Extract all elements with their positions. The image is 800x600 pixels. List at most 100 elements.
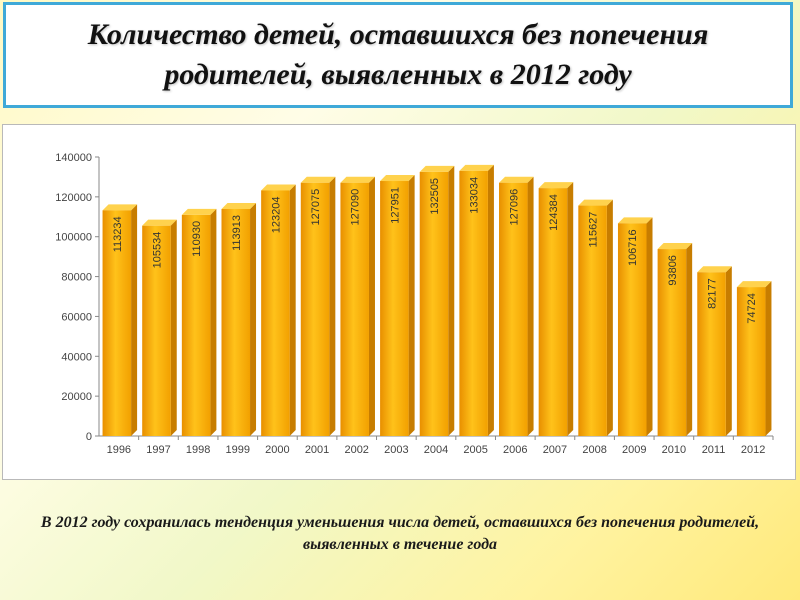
bar-side: [210, 208, 217, 436]
bar: [499, 176, 534, 436]
bar-top: [380, 175, 415, 182]
data-label: 113913: [231, 215, 243, 251]
bar: [538, 182, 574, 436]
bar: [697, 266, 732, 436]
bar-top: [578, 199, 613, 206]
bar-front: [221, 208, 251, 436]
data-label: 115627: [588, 212, 600, 248]
data-label: 123204: [270, 196, 282, 233]
bar-side: [567, 182, 574, 436]
x-tick-label: 2001: [305, 444, 329, 456]
bar: [459, 164, 494, 436]
bar-side: [646, 217, 653, 436]
title-banner: Количество детей, оставшихся без попечен…: [3, 2, 793, 108]
bar-front: [657, 249, 687, 436]
data-label: 124384: [548, 194, 560, 231]
data-label: 110930: [191, 221, 203, 257]
data-label: 133034: [469, 177, 481, 214]
data-label: 127075: [310, 189, 322, 226]
chart-axes: 0 20000 40000 60000 80000 100000 120000 140000 1…: [55, 152, 774, 456]
bar-front: [697, 272, 726, 436]
bar-side: [606, 199, 613, 436]
bar: [142, 219, 177, 436]
data-label: 106716: [627, 229, 639, 266]
data-label: 132505: [429, 178, 441, 215]
bar-front: [261, 190, 290, 436]
bar-front: [617, 223, 647, 436]
chart-labels: 113234 105534 110930 113913 123204 127075 1270…: [112, 177, 758, 324]
bar-side: [408, 175, 415, 436]
bar-front: [380, 181, 409, 436]
bar-top: [340, 176, 375, 183]
bar-top: [181, 208, 217, 215]
bar-side: [289, 184, 296, 436]
x-tick-label: 2010: [662, 444, 686, 456]
y-tick-label: 120000: [55, 192, 92, 204]
bar-top: [419, 165, 455, 172]
bar-top: [300, 176, 336, 183]
bar-front: [102, 210, 132, 436]
bar-top: [697, 266, 732, 273]
data-label: 127090: [350, 189, 362, 226]
bar-top: [538, 182, 574, 189]
bar-side: [487, 164, 494, 436]
summary-note: В 2012 году сохранилась тенденция уменьш…: [40, 514, 760, 553]
data-label: 82177: [707, 278, 719, 309]
bar: [221, 202, 257, 436]
x-tick-label: 2011: [702, 444, 726, 456]
y-tick-label: 100000: [55, 232, 92, 244]
x-tick-label: 2002: [344, 444, 368, 456]
x-tick-label: 2006: [503, 444, 527, 456]
bar-front: [499, 182, 528, 436]
bar: [300, 176, 336, 436]
bar-top: [261, 184, 296, 191]
bar-side: [329, 176, 336, 436]
chart-panel: 0 20000 40000 60000 80000 100000 120000 140000 1…: [2, 124, 796, 480]
bar: [657, 243, 693, 436]
bar-side: [170, 219, 177, 436]
bar: [736, 281, 772, 436]
bar-top: [102, 204, 138, 211]
x-tick-label: 2004: [424, 444, 448, 456]
data-label: 113234: [112, 216, 124, 252]
bar-side: [448, 165, 455, 436]
bar-side: [765, 281, 772, 436]
y-tick-label: 20000: [61, 391, 92, 403]
bar-side: [686, 243, 693, 436]
bar-top: [617, 217, 653, 224]
x-tick-label: 2000: [265, 444, 289, 456]
bar-side: [725, 266, 732, 436]
data-label: 127951: [389, 187, 401, 224]
bar-top: [499, 176, 534, 183]
bar-front: [459, 170, 488, 436]
data-label: 93806: [667, 255, 679, 286]
bar-side: [368, 176, 375, 436]
x-tick-label: 2005: [463, 444, 487, 456]
bar-side: [250, 202, 257, 436]
data-label: 105534: [151, 232, 163, 269]
bar: [181, 208, 217, 436]
chart-bars: [102, 164, 772, 436]
bar: [102, 204, 138, 436]
y-tick-label: 0: [86, 431, 92, 443]
x-tick-label: 1998: [186, 444, 210, 456]
y-tick-label: 60000: [61, 311, 92, 323]
bar: [261, 184, 296, 436]
bar-front: [340, 182, 369, 436]
bar-front: [419, 171, 449, 436]
x-tick-label: 2003: [384, 444, 408, 456]
y-tick-label: 40000: [61, 351, 92, 363]
x-tick-label: 1997: [146, 444, 170, 456]
x-tick-label: 1999: [226, 444, 250, 456]
x-tick-label: 2009: [622, 444, 646, 456]
x-tick-label: 2008: [582, 444, 606, 456]
bar-front: [736, 287, 766, 436]
bar: [419, 165, 455, 436]
y-tick-label: 80000: [61, 272, 92, 284]
bar-chart: 0 20000 40000 60000 80000 100000 120000 140000 1…: [55, 152, 774, 456]
bar: [617, 217, 653, 436]
y-tick-label: 140000: [55, 152, 92, 164]
bar-front: [538, 188, 568, 436]
bar: [380, 175, 415, 436]
bar-top: [459, 164, 494, 171]
